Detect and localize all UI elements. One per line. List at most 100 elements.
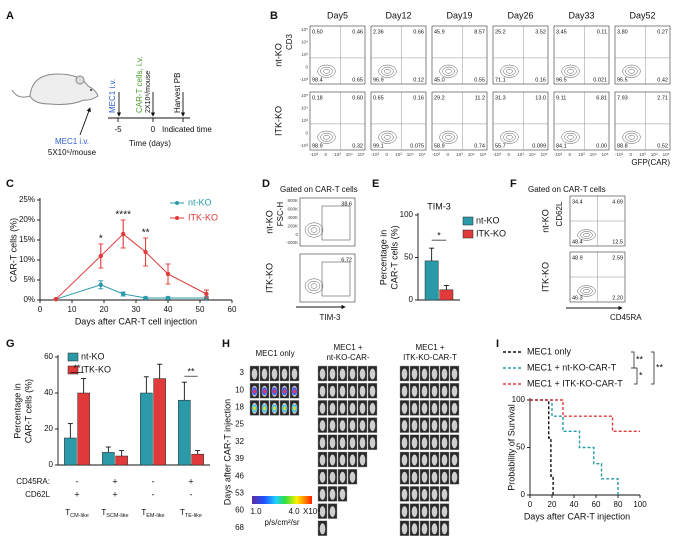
- mouse-silhouette: [431, 385, 438, 397]
- quadrant-value: 0.27: [657, 29, 668, 35]
- row-label: nt-KO: [273, 43, 283, 67]
- bioluminescence-core: [283, 406, 286, 411]
- significance-bracket: [651, 351, 655, 385]
- significance: *: [437, 231, 441, 241]
- x-tick-label: 60: [228, 305, 237, 314]
- mouse-silhouette: [441, 420, 448, 432]
- row-label: ITK-KO: [273, 106, 283, 136]
- contour: [439, 64, 458, 78]
- x-tick-label: 10³: [334, 152, 341, 157]
- quadrant-value: 96.5: [556, 77, 567, 83]
- mouse-silhouette: [431, 471, 438, 483]
- mouse-silhouette: [349, 420, 356, 432]
- legend-label: MEC1 + ITK-KO-CAR-T: [527, 378, 623, 388]
- quadrant-value: 55.7: [495, 143, 506, 149]
- bar: [102, 452, 115, 466]
- bioluminescence-core: [253, 389, 256, 394]
- mouse-silhouette: [411, 454, 418, 466]
- x-tick-label: 0: [324, 152, 327, 157]
- legend-label: nt-KO: [188, 197, 212, 207]
- contour: [628, 134, 635, 140]
- mouse-silhouette: [369, 368, 376, 380]
- x-axis-label: GFP(CAR): [631, 158, 670, 167]
- mouse-silhouette: [329, 488, 336, 500]
- flow-plot: [309, 25, 366, 85]
- survival-curve: [530, 399, 619, 495]
- mouse-silhouette: [319, 368, 326, 380]
- mouse-silhouette: [349, 471, 356, 483]
- mouse-silhouette: [251, 368, 258, 380]
- x-tick-label: 10⁵: [358, 152, 365, 157]
- subscript: SCM-like: [106, 513, 128, 519]
- x-tick-label: -10³: [493, 152, 502, 157]
- quadrant-value: 2.71: [657, 95, 668, 101]
- y-tick-label: 10⁴: [301, 106, 308, 111]
- mouse-silhouette: [451, 368, 458, 380]
- y-tick-label: 25%: [19, 195, 35, 204]
- x-tick-label: TEM-like: [141, 508, 164, 519]
- x-tick-label: 40: [164, 305, 173, 314]
- mouse-silhouette: [451, 437, 458, 449]
- flow-plot: [309, 91, 366, 151]
- x-tick-label: 10⁴: [651, 152, 658, 157]
- x-tick-label: 10: [68, 305, 77, 314]
- x-tick-label: -10³: [310, 152, 319, 157]
- mouse-silhouette: [411, 523, 418, 535]
- mec1-arrow: [79, 107, 91, 136]
- data-point: [121, 231, 126, 237]
- mouse-silhouette: [329, 368, 336, 380]
- contour: [625, 132, 638, 142]
- data-point: [121, 291, 126, 297]
- quadrant-value: 0.00: [596, 143, 607, 149]
- contour: [561, 130, 580, 144]
- x-tick-label: 10⁴: [346, 152, 353, 157]
- mouse-silhouette: [359, 437, 366, 449]
- panel-label: E: [372, 178, 379, 190]
- legend-label: ITK-KO: [81, 364, 111, 374]
- day-label: 39: [235, 454, 244, 463]
- contour: [564, 66, 577, 76]
- x-tick-label: -10³: [432, 152, 441, 157]
- quadrant-value: 3.80: [617, 29, 628, 35]
- quadrant-value: 0.50: [312, 29, 323, 35]
- x-tick-label: 10³: [639, 152, 646, 157]
- mouse-silhouette: [329, 506, 336, 518]
- y-tick-label: 100: [400, 210, 414, 219]
- bar: [178, 399, 191, 466]
- quadrant-value: 0.74: [474, 143, 485, 149]
- panel-label: I: [496, 338, 499, 350]
- contour: [503, 66, 516, 76]
- quadrant-value: 0.52: [657, 143, 668, 149]
- x-tick-label: 20: [548, 500, 557, 509]
- x-tick-label: TSCM-like: [101, 508, 128, 519]
- contour: [378, 130, 397, 144]
- mouse-silhouette: [319, 437, 326, 449]
- mouse-silhouette: [349, 437, 356, 449]
- row-label: nt-KO: [264, 210, 274, 234]
- bar: [424, 260, 439, 301]
- y-axis-label: CAR-T cells (%): [23, 379, 33, 443]
- significance: ****: [115, 210, 131, 221]
- row-label: nt-KO: [540, 209, 550, 233]
- bioluminescence-core: [263, 389, 266, 394]
- y-tick-label: 20%: [19, 215, 35, 224]
- legend-swatch: [462, 229, 474, 239]
- contour: [500, 130, 519, 144]
- data-point: [98, 253, 104, 259]
- contour: [567, 68, 574, 74]
- x-tick-label: 0: [568, 152, 571, 157]
- x-tick-label: 10⁵: [541, 152, 548, 157]
- group-header: nt-KO-CAR-: [326, 353, 369, 362]
- mouse-silhouette: [359, 385, 366, 397]
- quadrant-value: 0.32: [352, 143, 363, 149]
- bioluminescence-core: [283, 389, 286, 394]
- quadrant-value: 9.11: [556, 95, 566, 101]
- quadrant-value: 8.57: [474, 29, 485, 35]
- y-axis-label: Percentage in: [12, 383, 22, 439]
- mouse-silhouette: [369, 402, 376, 414]
- mouse-silhouette: [369, 437, 376, 449]
- quadrant-value: 98.9: [312, 143, 323, 149]
- day-label: 18: [235, 403, 244, 412]
- contour: [445, 134, 452, 140]
